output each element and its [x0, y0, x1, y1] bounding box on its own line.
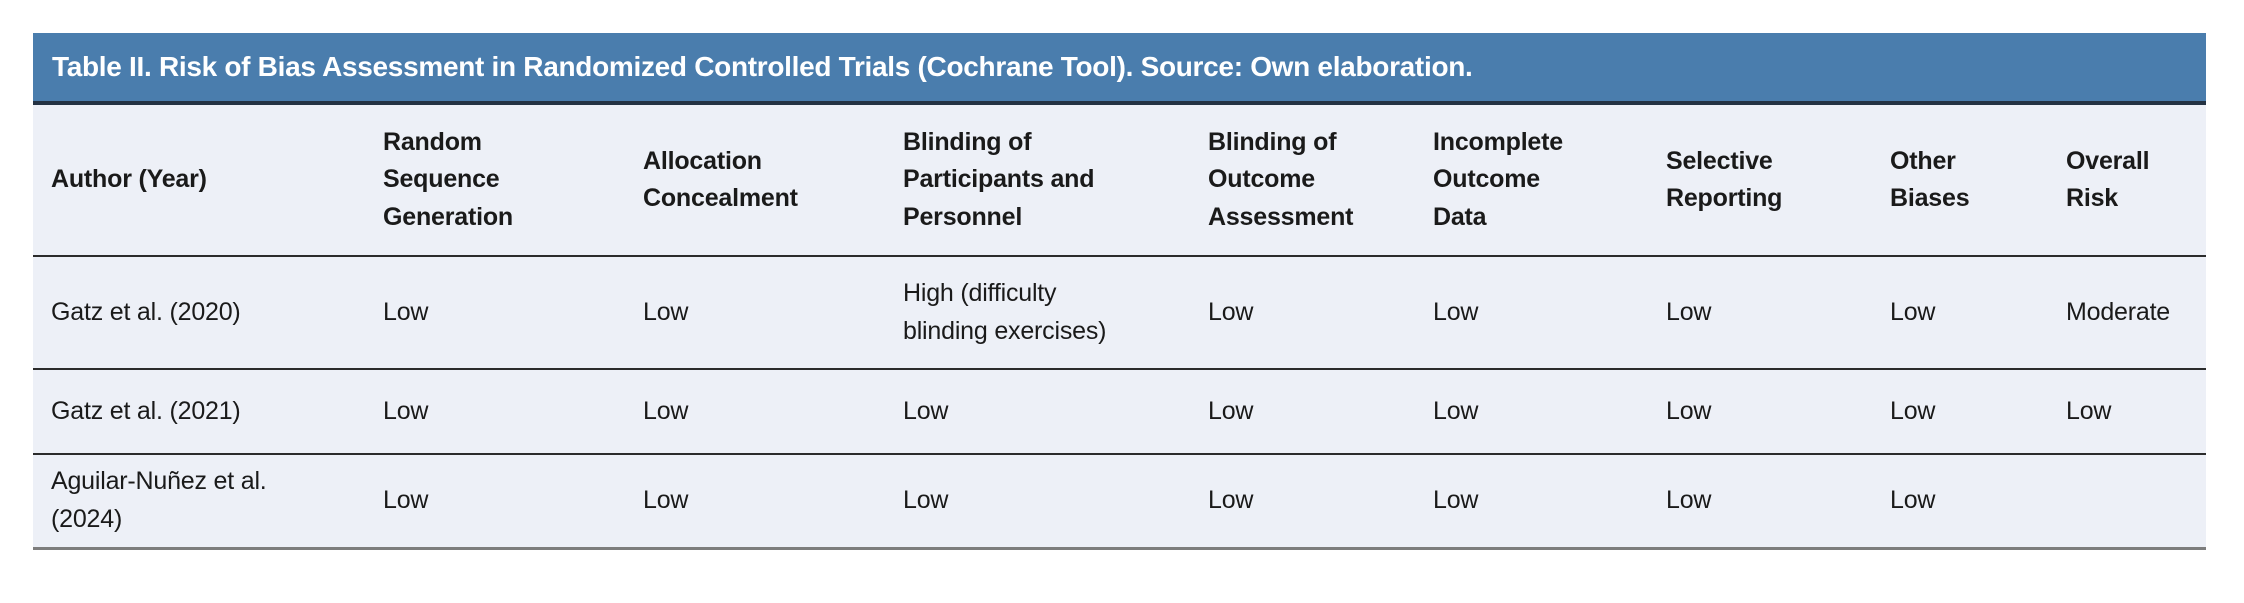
cell-allocation-concealment: Low — [643, 297, 689, 326]
cell-overall-risk: Low — [2066, 396, 2112, 425]
cell-blinding-participants-personnel: Low — [903, 486, 949, 514]
risk-of-bias-table: Author (Year) Random Sequence Generation… — [33, 105, 2206, 550]
cell-overall-risk: Moderate — [2066, 297, 2171, 326]
cell-random-sequence-generation: Low — [383, 396, 429, 425]
cell-other-biases: Low — [1890, 297, 1936, 326]
cell-other-biases: Low — [1890, 396, 1936, 425]
column-header-allocation-concealment: Allocation Concealment — [643, 146, 798, 213]
cell-incomplete-outcome-data: Low — [1433, 486, 1479, 514]
cell-overall-risk — [2048, 454, 2206, 548]
column-header-author-year: Author (Year) — [51, 165, 207, 194]
cell-incomplete-outcome-data: Low — [1433, 297, 1479, 326]
table-title: Table II. Risk of Bias Assessment in Ran… — [52, 51, 1473, 82]
table-title-bar: Table II. Risk of Bias Assessment in Ran… — [33, 33, 2206, 105]
column-header-overall-risk: Overall Risk — [2066, 146, 2150, 213]
column-header-blinding-participants-personnel: Blinding of Participants and Personnel — [903, 127, 1095, 231]
table-row-gatz-2021: Gatz et al. (2021) Low Low Low Low Low L… — [33, 369, 2206, 454]
cell-random-sequence-generation: Low — [383, 486, 429, 514]
column-header-random-sequence-generation: Random Sequence Generation — [383, 127, 513, 231]
cell-blinding-outcome-assessment: Low — [1208, 297, 1254, 326]
cell-selective-reporting: Low — [1666, 486, 1712, 514]
cell-blinding-outcome-assessment: Low — [1208, 396, 1254, 425]
cell-blinding-participants-personnel: High (difficulty blinding exercises) — [903, 279, 1107, 345]
cell-author: Gatz et al. (2020) — [51, 297, 241, 326]
cell-blinding-participants-personnel: Low — [903, 396, 949, 425]
cell-selective-reporting: Low — [1666, 396, 1712, 425]
cell-selective-reporting: Low — [1666, 297, 1712, 326]
cell-incomplete-outcome-data: Low — [1433, 396, 1479, 425]
cell-author: Gatz et al. (2021) — [51, 396, 241, 425]
cell-author: Aguilar-Nuñez et al. (2024) — [51, 467, 267, 533]
cell-allocation-concealment: Low — [643, 486, 689, 514]
risk-of-bias-table-figure: Table II. Risk of Bias Assessment in Ran… — [33, 33, 2206, 550]
cell-random-sequence-generation: Low — [383, 297, 429, 326]
column-header-selective-reporting: Selective Reporting — [1666, 146, 1783, 213]
column-header-other-biases: Other Biases — [1890, 146, 1970, 213]
cell-other-biases: Low — [1890, 486, 1936, 514]
table-row-aguilar-nunez-2024: Aguilar-Nuñez et al. (2024) Low Low Low … — [33, 454, 2206, 548]
column-header-blinding-outcome-assessment: Blinding of Outcome Assessment — [1208, 127, 1354, 231]
column-header-incomplete-outcome-data: Incomplete Outcome Data — [1433, 127, 1563, 231]
cell-allocation-concealment: Low — [643, 396, 689, 425]
table-row-gatz-2020: Gatz et al. (2020) Low Low High (difficu… — [33, 256, 2206, 369]
header-row: Author (Year) Random Sequence Generation… — [33, 105, 2206, 256]
cell-blinding-outcome-assessment: Low — [1208, 486, 1254, 514]
